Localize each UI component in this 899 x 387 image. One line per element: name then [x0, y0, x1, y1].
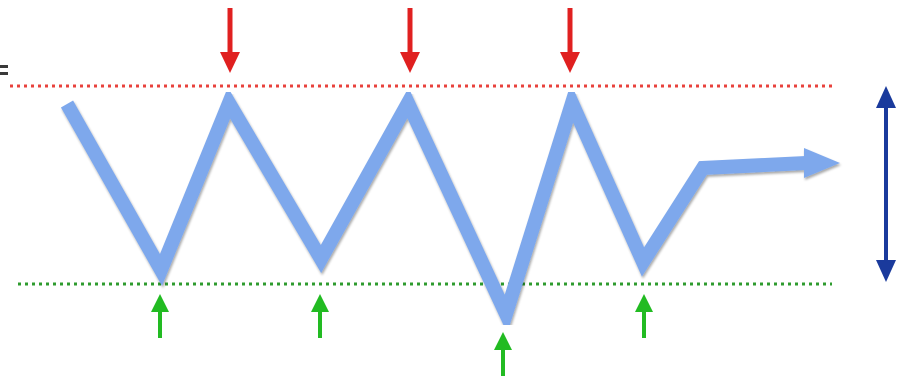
arrow-up-icon: [635, 294, 653, 338]
breakout-arrow-icon: [804, 148, 840, 178]
arrow-up-icon: [311, 294, 329, 338]
edge-mark: [0, 65, 8, 75]
price-path-group: [60, 83, 840, 334]
edge-mark-bar-bottom: [0, 72, 8, 75]
arrow-down-icon: [220, 8, 240, 73]
price-path: [60, 83, 807, 334]
resistance-arrows: [220, 8, 580, 73]
arrow-down-icon: [560, 8, 580, 73]
edge-mark-bar-top: [0, 65, 8, 68]
support-arrows: [151, 294, 653, 376]
arrow-up-icon: [151, 294, 169, 338]
double-arrow-vertical-icon: [876, 86, 896, 282]
arrow-down-icon: [400, 8, 420, 73]
arrow-up-icon: [494, 332, 512, 376]
